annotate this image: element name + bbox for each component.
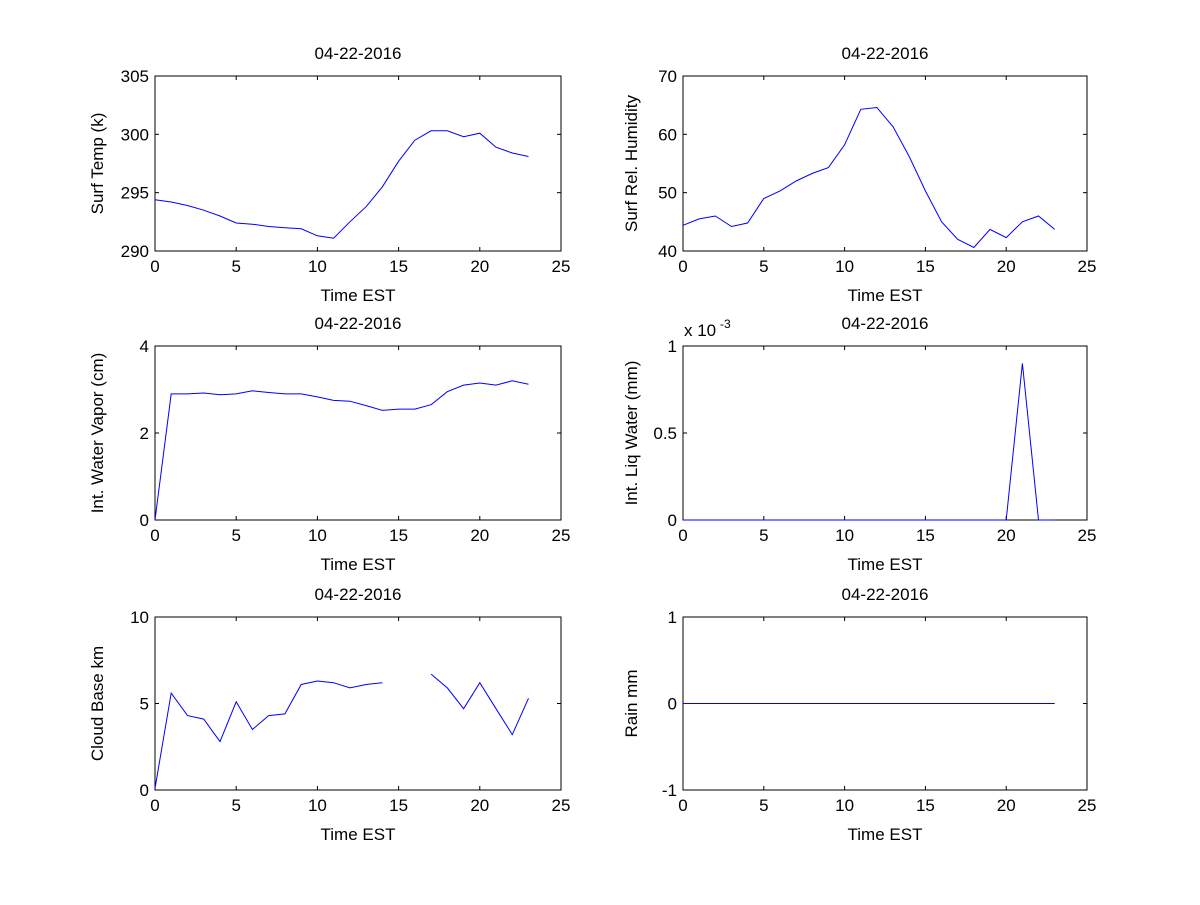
subplot-5: 0 5 10 15 20 25 0 5 10 04-22-2016 Time EST Cloud Ba… bbox=[88, 585, 570, 844]
x-tick-label: 5 bbox=[759, 257, 768, 276]
y-multiplier-exponent: -3 bbox=[720, 317, 731, 331]
x-tick-label: 15 bbox=[916, 257, 935, 276]
y-tick-label: 2 bbox=[140, 424, 149, 443]
y-tick-label: 40 bbox=[658, 242, 677, 261]
x-tick-label: 25 bbox=[552, 796, 571, 815]
y-axis-label: Cloud Base km bbox=[88, 646, 107, 761]
y-tick-label: 0 bbox=[140, 781, 149, 800]
x-tick-label: 5 bbox=[231, 526, 240, 545]
y-tick-label: 60 bbox=[658, 125, 677, 144]
x-tick-label: 10 bbox=[835, 257, 854, 276]
x-tick-label: 0 bbox=[678, 257, 687, 276]
y-tick-label: 0 bbox=[668, 695, 677, 714]
x-tick-label: 10 bbox=[308, 257, 327, 276]
chart-title: 04-22-2016 bbox=[315, 585, 402, 604]
y-axis-label: Rain mm bbox=[622, 669, 641, 737]
y-tick-label: 305 bbox=[121, 67, 149, 86]
x-tick-label: 20 bbox=[470, 257, 489, 276]
x-axis-label: Time EST bbox=[848, 825, 923, 844]
y-tick-label: 0 bbox=[140, 511, 149, 530]
subplot-4: 0 5 10 15 20 25 0 0.5 1 04-22-2016 Time EST Int. Li… bbox=[622, 314, 1096, 574]
y-axis-label: Surf Rel. Humidity bbox=[622, 95, 641, 232]
y-tick-label: 5 bbox=[140, 695, 149, 714]
x-tick-label: 20 bbox=[997, 796, 1016, 815]
chart-title: 04-22-2016 bbox=[315, 44, 402, 63]
x-tick-label: 0 bbox=[150, 526, 159, 545]
axes-box bbox=[155, 76, 561, 251]
axes-box bbox=[155, 346, 561, 520]
y-tick-label: 1 bbox=[668, 608, 677, 627]
y-axis-label: Surf Temp (k) bbox=[88, 113, 107, 215]
y-tick-label: 70 bbox=[658, 67, 677, 86]
axes-box bbox=[155, 617, 561, 790]
x-axis-label: Time EST bbox=[321, 825, 396, 844]
axes-box bbox=[683, 346, 1087, 520]
x-tick-label: 10 bbox=[835, 526, 854, 545]
x-tick-label: 10 bbox=[308, 796, 327, 815]
x-tick-label: 0 bbox=[150, 257, 159, 276]
x-axis-label: Time EST bbox=[848, 555, 923, 574]
y-tick-label: 0.5 bbox=[653, 424, 677, 443]
x-tick-label: 5 bbox=[759, 526, 768, 545]
y-tick-label: 1 bbox=[668, 337, 677, 356]
subplot-2: 0 5 10 15 20 25 40 50 60 70 04-22-2016 Time EST Surf… bbox=[622, 44, 1096, 305]
x-tick-label: 0 bbox=[678, 796, 687, 815]
chart-title: 04-22-2016 bbox=[842, 585, 929, 604]
subplot-3: 0 5 10 15 20 25 0 2 4 04-22-2016 Time EST Int. Wate… bbox=[88, 314, 570, 574]
chart-title: 04-22-2016 bbox=[842, 44, 929, 63]
x-tick-label: 25 bbox=[552, 257, 571, 276]
y-tick-label: 290 bbox=[121, 242, 149, 261]
chart-title: 04-22-2016 bbox=[842, 314, 929, 333]
y-tick-label: 50 bbox=[658, 184, 677, 203]
x-tick-label: 25 bbox=[1078, 257, 1097, 276]
x-tick-label: 15 bbox=[389, 796, 408, 815]
x-tick-label: 25 bbox=[552, 526, 571, 545]
x-tick-label: 25 bbox=[1078, 796, 1097, 815]
x-tick-label: 20 bbox=[997, 257, 1016, 276]
y-axis-label: Int. Liq Water (mm) bbox=[622, 361, 641, 506]
y-axis-label: Int. Water Vapor (cm) bbox=[88, 353, 107, 514]
x-tick-label: 5 bbox=[759, 796, 768, 815]
y-tick-label: 10 bbox=[130, 608, 149, 627]
y-tick-label: -1 bbox=[662, 781, 677, 800]
y-tick-label: 300 bbox=[121, 125, 149, 144]
x-axis-label: Time EST bbox=[321, 555, 396, 574]
x-tick-label: 15 bbox=[389, 257, 408, 276]
x-tick-label: 20 bbox=[470, 526, 489, 545]
axes-box bbox=[683, 76, 1087, 251]
x-tick-label: 10 bbox=[835, 796, 854, 815]
x-tick-label: 0 bbox=[150, 796, 159, 815]
x-tick-label: 15 bbox=[389, 526, 408, 545]
y-multiplier-label: x 10 bbox=[684, 321, 716, 340]
x-tick-label: 5 bbox=[231, 796, 240, 815]
x-tick-label: 5 bbox=[231, 257, 240, 276]
x-tick-label: 15 bbox=[916, 796, 935, 815]
x-tick-label: 20 bbox=[470, 796, 489, 815]
x-tick-label: 0 bbox=[678, 526, 687, 545]
x-tick-label: 20 bbox=[997, 526, 1016, 545]
x-tick-label: 25 bbox=[1078, 526, 1097, 545]
y-tick-label: 4 bbox=[140, 337, 149, 356]
subplot-1: 0 5 10 15 20 25 290 295 300 305 04-22-2016 Time EST… bbox=[88, 44, 570, 305]
y-tick-label: 295 bbox=[121, 184, 149, 203]
y-tick-label: 0 bbox=[668, 511, 677, 530]
x-tick-label: 15 bbox=[916, 526, 935, 545]
x-axis-label: Time EST bbox=[848, 286, 923, 305]
x-tick-label: 10 bbox=[308, 526, 327, 545]
x-axis-label: Time EST bbox=[321, 286, 396, 305]
chart-title: 04-22-2016 bbox=[315, 314, 402, 333]
